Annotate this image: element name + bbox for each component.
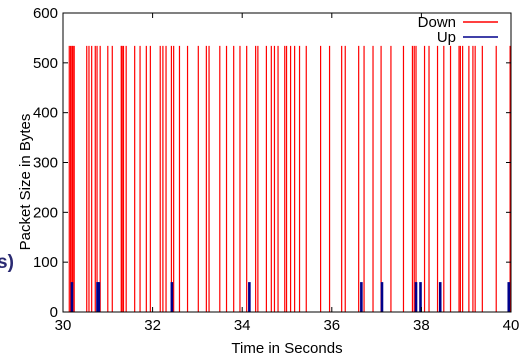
y-axis-ticks: 0 100 200 300 400 500 600 xyxy=(33,5,511,321)
x-tick-label: 36 xyxy=(323,317,340,334)
x-tick-label: 40 xyxy=(503,317,520,334)
legend-label-down: Down xyxy=(418,14,456,31)
x-tick-label: 34 xyxy=(234,317,251,334)
y-tick-label: 300 xyxy=(33,155,58,172)
y-tick-label: 400 xyxy=(33,105,58,122)
y-tick-label: 600 xyxy=(33,5,58,22)
x-axis-ticks: 30 32 34 36 38 40 xyxy=(55,13,520,334)
down-series-marks xyxy=(68,45,511,312)
up-series-marks xyxy=(70,282,511,312)
y-tick-label: 200 xyxy=(33,204,58,221)
cropped-text-fragment: s) xyxy=(0,252,14,273)
legend-label-up: Up xyxy=(437,29,456,46)
y-tick-label: 500 xyxy=(33,55,58,72)
x-tick-label: 32 xyxy=(144,317,161,334)
legend: Down Up xyxy=(418,14,498,46)
x-tick-label: 30 xyxy=(55,317,72,334)
x-tick-label: 38 xyxy=(413,317,430,334)
x-axis-label: Time in Seconds xyxy=(231,340,342,357)
y-axis-label: Packet Size in Bytes xyxy=(17,114,34,251)
y-tick-label: 100 xyxy=(33,254,58,271)
y-tick-label: 0 xyxy=(50,304,58,321)
